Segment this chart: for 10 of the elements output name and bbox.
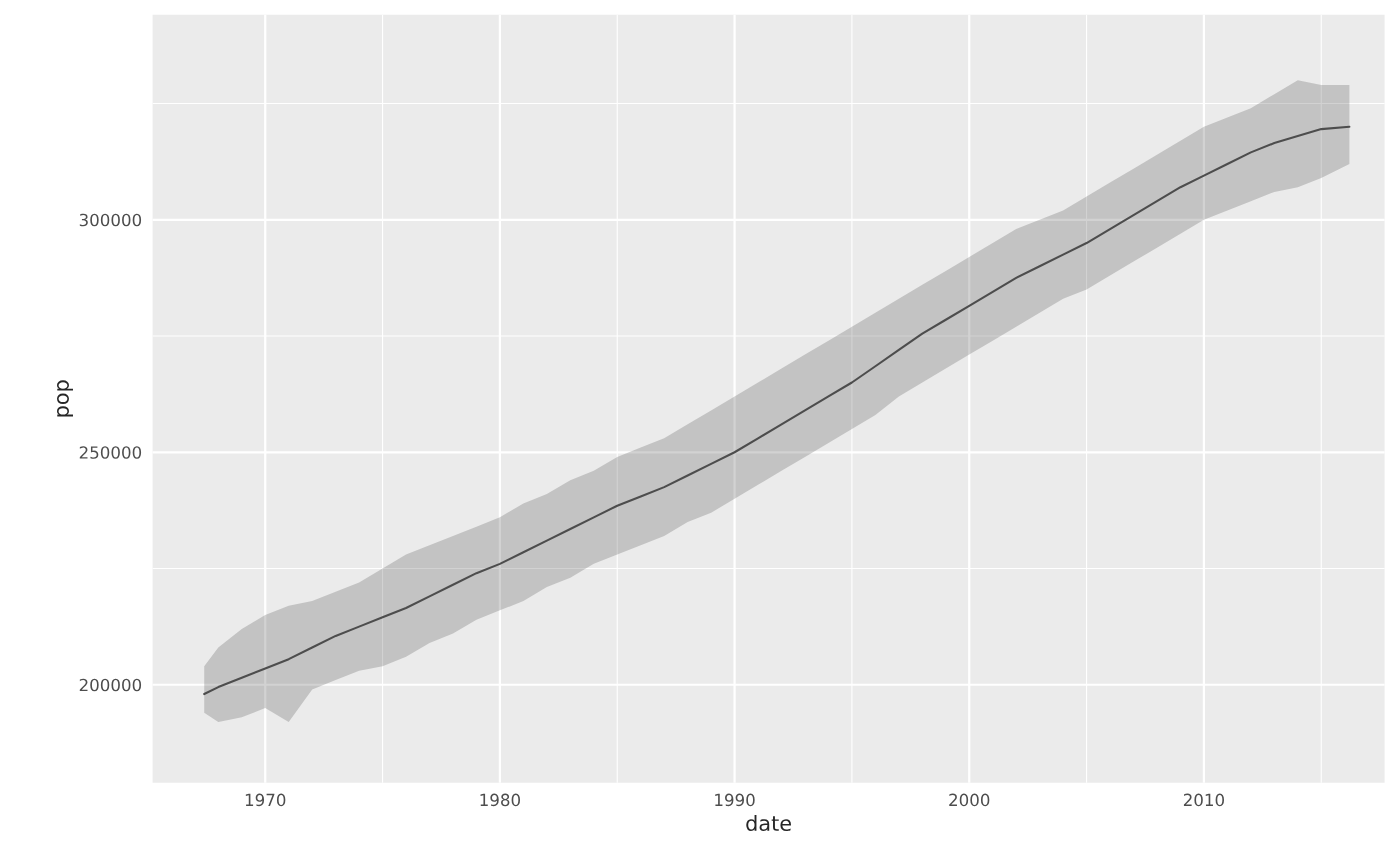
- x-tick-label: 2000: [949, 793, 990, 807]
- x-tick-label: 1990: [715, 793, 755, 807]
- y-tick-label: 200000: [79, 678, 142, 692]
- y-axis-title: pop: [57, 380, 73, 417]
- x-tick-label: 2010: [1183, 793, 1225, 807]
- y-tick-label: 250000: [79, 446, 142, 459]
- x-tick-label: 1970: [245, 793, 286, 807]
- x-tick-label: 1980: [480, 793, 521, 807]
- y-tick-label: 300000: [79, 213, 142, 227]
- x-axis-title: date: [746, 814, 791, 832]
